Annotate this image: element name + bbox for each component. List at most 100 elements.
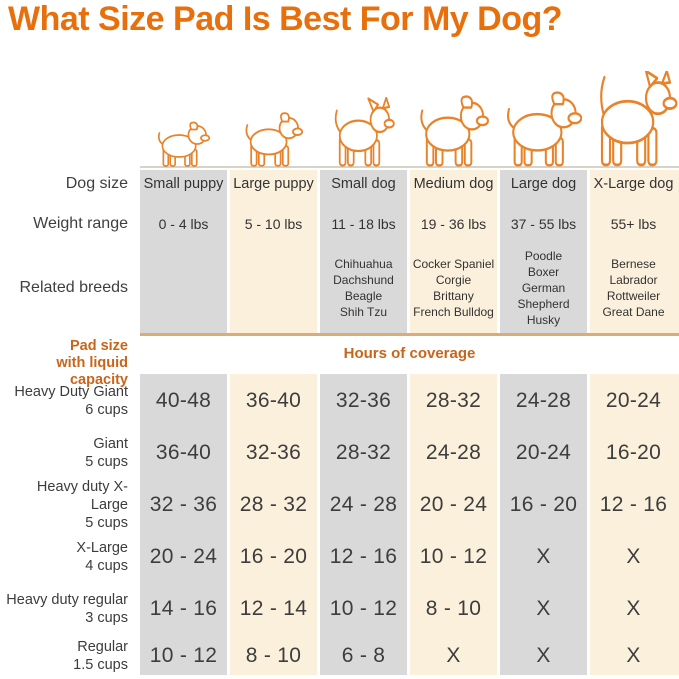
coverage-cell: 32 - 36 [149, 493, 218, 516]
coverage-cell: 6 - 8 [341, 644, 386, 667]
coverage-cell: 36-40 [245, 389, 302, 412]
breeds-cell: Poodle Boxer German Shepherd Husky [517, 249, 570, 327]
coverage-cell: 28 - 32 [239, 493, 308, 516]
weight-range-row: Weight range 0 - 4 lbs 5 - 10 lbs 11 - 1… [0, 210, 679, 238]
ground-line [140, 166, 679, 168]
column-band [230, 374, 317, 675]
small-dog-icon [334, 97, 395, 167]
weight-cell: 5 - 10 lbs [244, 216, 303, 232]
row-label-weight-range: Weight range [33, 215, 128, 232]
coverage-cell: 10 - 12 [419, 545, 488, 568]
related-breeds-row: Related breeds Chihuahua Dachshund Beagl… [0, 246, 679, 330]
coverage-cell: 20 - 24 [149, 545, 218, 568]
column-band [320, 170, 407, 333]
column-header-medium-dog: Medium dog [413, 176, 494, 192]
column-band [410, 170, 497, 333]
pad-capacity: 4 cups [85, 558, 128, 574]
coverage-cell: 12 - 14 [239, 597, 308, 620]
column-band [590, 170, 679, 333]
coverage-cell: 14 - 16 [149, 597, 218, 620]
pad-name: Heavy Duty Giant [14, 384, 128, 400]
coverage-cell: 20-24 [605, 389, 662, 412]
column-band [230, 170, 317, 333]
coverage-cell: 12 - 16 [599, 493, 668, 516]
coverage-cell: X [626, 545, 641, 568]
column-band [410, 374, 497, 675]
x-large-dog-icon [600, 71, 678, 167]
column-band [140, 170, 227, 333]
column-header-large-dog: Large dog [510, 176, 577, 192]
breeds-cell [230, 246, 317, 330]
coverage-cell: 8 - 10 [425, 597, 482, 620]
coverage-cell: 24-28 [515, 389, 572, 412]
breeds-cell: Bernese Labrador Rottweiler Great Dane [602, 257, 665, 319]
pad-size-section-label: Pad size with liquid capacity [56, 338, 128, 388]
column-header-x-large-dog: X-Large dog [593, 176, 674, 192]
coverage-cell: 32-36 [245, 441, 302, 464]
pad-row-heavy-duty-regular: Heavy duty regular 3 cups 14 - 16 12 - 1… [0, 583, 679, 635]
coverage-cell: 28-32 [335, 441, 392, 464]
pad-row-x-large: X-Large 4 cups 20 - 24 16 - 20 12 - 16 1… [0, 531, 679, 583]
coverage-cell: 8 - 10 [245, 644, 302, 667]
medium-dog-icon [420, 95, 489, 167]
coverage-cell: X [446, 644, 461, 667]
column-header-small-dog: Small dog [331, 176, 396, 192]
weight-cell: 11 - 18 lbs [331, 216, 396, 232]
coverage-cell: X [626, 644, 641, 667]
column-band [590, 374, 679, 675]
pad-name: Giant [93, 436, 128, 452]
coverage-cell: 20-24 [515, 441, 572, 464]
hours-of-coverage-header: Hours of coverage [343, 345, 476, 362]
coverage-cell: X [536, 597, 551, 620]
pad-row-giant: Giant 5 cups 36-40 32-36 28-32 24-28 20-… [0, 427, 679, 479]
coverage-cell: 12 - 16 [329, 545, 398, 568]
coverage-cell: 40-48 [155, 389, 212, 412]
breeds-cell: Chihuahua Dachshund Beagle Shih Tzu [333, 257, 394, 319]
weight-cell: 0 - 4 lbs [158, 216, 209, 232]
coverage-cell: 28-32 [425, 389, 482, 412]
weight-cell: 19 - 36 lbs [420, 216, 487, 232]
column-header-small-puppy: Small puppy [143, 176, 224, 192]
dog-size-row: Dog size Small puppy Large puppy Small d… [0, 170, 679, 198]
coverage-cell: 24 - 28 [329, 493, 398, 516]
pad-name: Heavy duty X-Large [36, 479, 128, 513]
pad-capacity: 5 cups [85, 515, 128, 531]
weight-cell: 55+ lbs [610, 216, 657, 232]
large-dog-icon [507, 91, 582, 167]
coverage-cell: X [536, 644, 551, 667]
weight-cell: 37 - 55 lbs [510, 216, 577, 232]
column-header-large-puppy: Large puppy [233, 176, 314, 192]
breeds-cell: Cocker Spaniel Corgie Brittany French Bu… [412, 257, 495, 319]
pad-name: Regular [77, 639, 128, 655]
pad-name: Heavy duty regular [6, 592, 128, 608]
coverage-cell: 32-36 [335, 389, 392, 412]
page-title: What Size Pad Is Best For My Dog? [8, 0, 563, 38]
pad-capacity: 3 cups [85, 610, 128, 626]
coverage-cell: 10 - 12 [329, 597, 398, 620]
coverage-cell: 24-28 [425, 441, 482, 464]
coverage-cell: 10 - 12 [149, 644, 218, 667]
pad-row-heavy-duty-giant: Heavy Duty Giant 6 cups 40-48 36-40 32-3… [0, 375, 679, 427]
coverage-cell: 36-40 [155, 441, 212, 464]
large-puppy-icon [245, 112, 303, 167]
small-puppy-icon [157, 121, 210, 167]
coverage-cell: 16-20 [605, 441, 662, 464]
coverage-cell: 16 - 20 [239, 545, 308, 568]
pad-capacity: 5 cups [85, 454, 128, 470]
column-band [140, 374, 227, 675]
row-label-related-breeds: Related breeds [19, 279, 128, 296]
breeds-cell [140, 246, 227, 330]
row-label-dog-size: Dog size [65, 175, 128, 192]
coverage-cell: 16 - 20 [509, 493, 578, 516]
coverage-cell: 20 - 24 [419, 493, 488, 516]
pad-row-heavy-duty-x-large: Heavy duty X-Large 5 cups 32 - 36 28 - 3… [0, 479, 679, 531]
column-band [320, 374, 407, 675]
coverage-cell: X [626, 597, 641, 620]
pad-row-regular: Regular 1.5 cups 10 - 12 8 - 10 6 - 8 X … [0, 633, 679, 679]
column-band [500, 170, 587, 333]
pad-capacity: 6 cups [85, 402, 128, 418]
coverage-cell: X [536, 545, 551, 568]
section-divider-line [140, 333, 679, 336]
column-band [500, 374, 587, 675]
